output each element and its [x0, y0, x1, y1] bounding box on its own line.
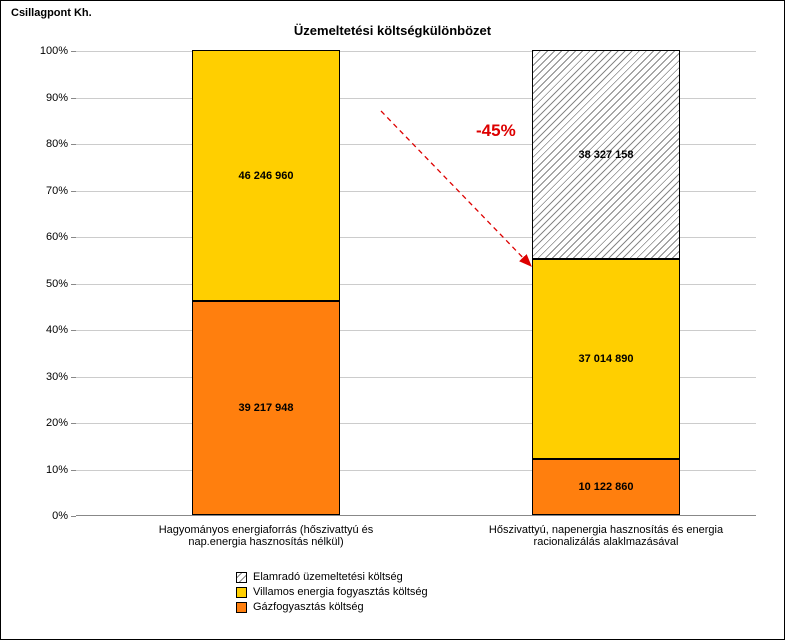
bar-segment: 37 014 890	[532, 259, 680, 459]
y-tick-label: 80%	[46, 138, 68, 150]
legend-item: Gázfogyasztás költség	[236, 601, 428, 613]
bar-value-label: 10 122 860	[578, 481, 633, 493]
y-tick-label: 0%	[52, 510, 68, 522]
legend-item: Elamradó üzemeltetési költség	[236, 571, 428, 583]
y-tick-label: 100%	[40, 45, 68, 57]
y-tick-label: 30%	[46, 371, 68, 383]
legend-label: Elamradó üzemeltetési költség	[253, 571, 403, 583]
x-category-label: Hőszivattyú, napenergia hasznosítás és e…	[456, 524, 756, 548]
legend-label: Villamos energia fogyasztás költség	[253, 586, 428, 598]
legend-swatch	[236, 587, 247, 598]
bar-value-label: 46 246 960	[238, 170, 293, 182]
bar-segment: 46 246 960	[192, 50, 340, 301]
legend-label: Gázfogyasztás költség	[253, 601, 364, 613]
legend: Elamradó üzemeltetési költség Villamos en…	[236, 571, 428, 616]
legend-item: Villamos energia fogyasztás költség	[236, 586, 428, 598]
annotation-text: -45%	[476, 121, 516, 141]
bar-segment: 38 327 158	[532, 50, 680, 259]
bar-value-label: 39 217 948	[238, 402, 293, 414]
y-axis: 0%10%20%30%40%50%60%70%80%90%100%	[1, 51, 76, 516]
y-tick-label: 40%	[46, 324, 68, 336]
bar-segment: 39 217 948	[192, 301, 340, 515]
bar-value-label: 38 327 158	[578, 149, 633, 161]
y-tick-label: 60%	[46, 231, 68, 243]
bar-group: 10 122 860 37 014 890 38 327 158	[532, 50, 680, 515]
bar-value-label: 37 014 890	[578, 353, 633, 365]
y-tick-label: 50%	[46, 278, 68, 290]
y-tick-label: 90%	[46, 92, 68, 104]
y-tick-label: 10%	[46, 464, 68, 476]
legend-swatch	[236, 602, 247, 613]
corner-label: Csillagpont Kh.	[11, 7, 92, 19]
chart-container: Csillagpont Kh. Üzemeltetési költségkülö…	[0, 0, 785, 640]
bar-segment: 10 122 860	[532, 459, 680, 515]
x-category-label: Hagyományos energiaforrás (hőszivattyú é…	[116, 524, 416, 548]
plot-area: 39 217 948 46 246 960 10 122 860 37 014 890…	[76, 51, 756, 516]
bar-group: 39 217 948 46 246 960	[192, 50, 340, 515]
y-tick-label: 20%	[46, 417, 68, 429]
chart-title: Üzemeltetési költségkülönbözet	[1, 23, 784, 38]
y-tick-label: 70%	[46, 185, 68, 197]
legend-swatch	[236, 572, 247, 583]
